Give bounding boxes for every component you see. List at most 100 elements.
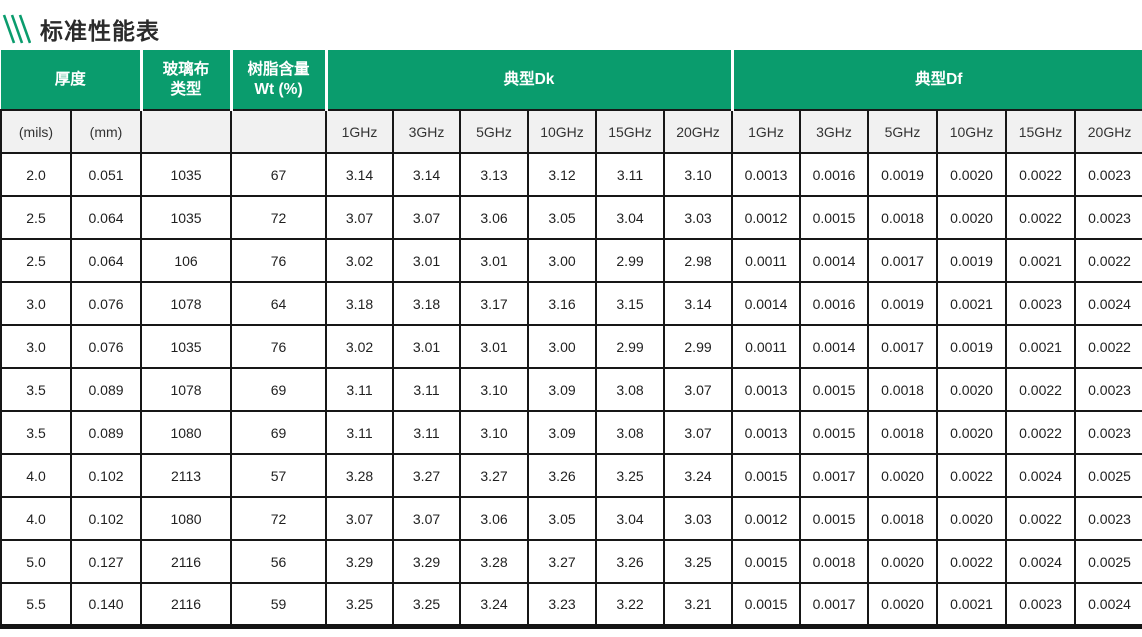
table-cell: 0.127 — [69, 539, 143, 584]
table-cell: 0.0020 — [867, 453, 939, 498]
table-cell: 0.0023 — [1005, 582, 1077, 627]
table-row: 5.5 0.140 2116 59 3.25 3.25 3.24 3.23 3.22 3.21 0.… — [0, 582, 1142, 627]
table-cell: 3.06 — [459, 195, 530, 240]
table-cell: 3.25 — [595, 453, 666, 498]
table-cell: 0.0020 — [936, 496, 1008, 541]
table-cell: 64 — [230, 281, 328, 326]
table-cell: 0.0022 — [1005, 195, 1077, 240]
sub-header-cell: 3GHz — [392, 109, 462, 154]
table-cell: 0.0014 — [799, 238, 870, 283]
table-cell: 3.25 — [392, 582, 462, 627]
table-cell: 0.064 — [69, 195, 143, 240]
table-cell: 0.0020 — [936, 152, 1008, 197]
table-cell: 3.05 — [527, 496, 598, 541]
table-cell: 0.0023 — [1005, 281, 1077, 326]
table-cell: 0.089 — [69, 410, 143, 455]
table-cell: 3.10 — [459, 410, 530, 455]
table-cell: 0.0017 — [799, 582, 870, 627]
table-cell: 0.0020 — [936, 410, 1008, 455]
table-body: 2.0 0.051 1035 67 3.14 3.14 3.13 3.12 3.11 3.10 0.… — [0, 152, 1142, 627]
table-cell: 0.0022 — [936, 539, 1008, 584]
table-cell: 0.0022 — [936, 453, 1008, 498]
table-cell: 3.11 — [325, 367, 395, 412]
table-cell: 2.98 — [663, 238, 734, 283]
table-cell: 3.27 — [527, 539, 598, 584]
table-cell: 0.0015 — [731, 453, 802, 498]
table-cell: 56 — [230, 539, 328, 584]
table-cell: 3.12 — [527, 152, 598, 197]
table-cell: 0.0024 — [1005, 453, 1077, 498]
table-cell: 0.0025 — [1074, 453, 1142, 498]
table-cell: 0.064 — [69, 238, 143, 283]
table-cell: 3.08 — [595, 410, 666, 455]
table-cell: 3.24 — [459, 582, 530, 627]
table-cell: 0.0018 — [867, 195, 939, 240]
table-cell: 0.0024 — [1074, 281, 1142, 326]
sub-header-cell: 5GHz — [867, 109, 939, 154]
table-cell: 0.0018 — [867, 410, 939, 455]
table-cell: 3.23 — [527, 582, 598, 627]
table-cell: 0.0019 — [936, 238, 1008, 283]
table-cell: 0.0025 — [1074, 539, 1142, 584]
table-cell: 0.0019 — [867, 152, 939, 197]
table-cell: 3.11 — [595, 152, 666, 197]
sub-header-cell: 20GHz — [663, 109, 734, 154]
table-cell: 0.076 — [69, 324, 143, 369]
table-cell: 0.0013 — [731, 367, 802, 412]
table-cell: 3.29 — [325, 539, 395, 584]
table-cell: 0.0022 — [1005, 152, 1077, 197]
table-cell: 2116 — [140, 539, 233, 584]
table-cell: 0.0022 — [1074, 324, 1142, 369]
table-cell: 3.0 — [0, 324, 72, 369]
table-cell: 3.28 — [325, 453, 395, 498]
table-cell: 3.07 — [392, 195, 462, 240]
table-cell: 0.0021 — [936, 281, 1008, 326]
section-header: 标准性能表 — [0, 0, 1142, 50]
table-cell: 1035 — [140, 152, 233, 197]
table-cell: 0.0016 — [799, 281, 870, 326]
table-cell: 1078 — [140, 367, 233, 412]
sub-header-cell: 10GHz — [936, 109, 1008, 154]
table-cell: 3.07 — [392, 496, 462, 541]
table-cell: 3.24 — [663, 453, 734, 498]
table-cell: 2116 — [140, 582, 233, 627]
table-cell: 3.02 — [325, 238, 395, 283]
table-cell: 3.17 — [459, 281, 530, 326]
table-cell: 3.29 — [392, 539, 462, 584]
group-header-cell: 厚度 — [1, 50, 143, 110]
title-slashes-icon — [2, 14, 31, 43]
table-cell: 0.0019 — [936, 324, 1008, 369]
table-cell: 3.00 — [527, 324, 598, 369]
table-cell: 3.08 — [595, 367, 666, 412]
table-cell: 4.0 — [0, 496, 72, 541]
table-cell: 1080 — [140, 410, 233, 455]
table-cell: 3.01 — [459, 238, 530, 283]
table-cell: 3.11 — [325, 410, 395, 455]
table-cell: 3.01 — [392, 324, 462, 369]
table-cell: 2.99 — [663, 324, 734, 369]
table-cell: 57 — [230, 453, 328, 498]
table-cell: 0.0023 — [1074, 152, 1142, 197]
table-cell: 3.27 — [459, 453, 530, 498]
table-cell: 3.16 — [527, 281, 598, 326]
group-header-cell: 树脂含量 Wt (%) — [231, 50, 328, 110]
sub-header-cell: 20GHz — [1074, 109, 1142, 154]
table-cell: 3.22 — [595, 582, 666, 627]
table-cell: 72 — [230, 496, 328, 541]
table-cell: 106 — [140, 238, 233, 283]
table-cell: 0.0023 — [1074, 367, 1142, 412]
table-cell: 3.15 — [595, 281, 666, 326]
table-cell: 0.0023 — [1074, 496, 1142, 541]
table-cell: 0.0022 — [1005, 496, 1077, 541]
table-cell: 0.0015 — [799, 410, 870, 455]
table-cell: 4.0 — [0, 453, 72, 498]
table-cell: 0.0013 — [731, 152, 802, 197]
table-cell: 3.03 — [663, 496, 734, 541]
table-cell: 3.25 — [663, 539, 734, 584]
table-cell: 0.0018 — [799, 539, 870, 584]
table-row: 2.5 0.064 106 76 3.02 3.01 3.01 3.00 2.99 2.98 0.0… — [0, 238, 1142, 283]
table-cell: 0.0022 — [1005, 367, 1077, 412]
table-cell: 67 — [230, 152, 328, 197]
performance-table: 厚度 玻璃布 类型 树脂含量 Wt (%) 典型Dk 典型Df (mils) (mm) 1GH… — [0, 50, 1142, 629]
table-head: 厚度 玻璃布 类型 树脂含量 Wt (%) 典型Dk 典型Df (mils) (mm) 1GH… — [0, 50, 1142, 154]
